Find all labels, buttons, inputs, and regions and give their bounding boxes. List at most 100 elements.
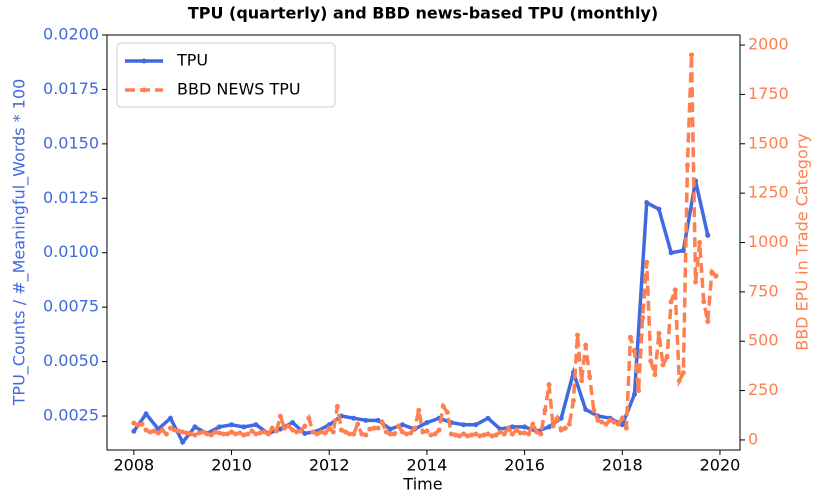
series-point: [302, 430, 308, 436]
series-point: [139, 421, 145, 427]
series-point: [534, 429, 540, 435]
series-point: [583, 407, 589, 413]
series-point: [216, 424, 222, 430]
series-point: [623, 425, 629, 431]
series-point: [587, 374, 593, 380]
x-tick-label: 2018: [602, 456, 643, 475]
x-tick-label: 2020: [700, 456, 741, 475]
series-point: [493, 432, 499, 438]
series-point: [570, 397, 576, 403]
series-point: [399, 429, 405, 435]
series-point: [306, 415, 312, 421]
series-point: [351, 415, 357, 421]
series-line: [132, 180, 710, 446]
series-point: [497, 429, 503, 435]
series-point: [489, 433, 495, 439]
series-point: [627, 334, 633, 340]
series-point: [481, 432, 487, 438]
series-point: [200, 429, 206, 435]
y-tick-label: 0.0200: [43, 25, 99, 44]
series-point: [298, 428, 304, 434]
y2-tick-label: 1750: [748, 84, 789, 103]
y2-axis-label: BBD EPU in Trade Category: [793, 133, 812, 351]
series-point: [237, 430, 243, 436]
series-point: [562, 425, 568, 431]
series-point: [456, 433, 462, 439]
series-point: [424, 428, 430, 434]
series-point: [595, 417, 601, 423]
series-point: [204, 431, 210, 437]
series-point: [656, 330, 662, 336]
series-point: [167, 415, 173, 421]
y-axis-label: TPU_Counts / #_Meaningful_Words * 100: [10, 79, 30, 407]
series-point: [188, 431, 194, 437]
y-tick-label: 0.0100: [43, 242, 99, 261]
series-point: [579, 378, 585, 384]
series-point: [546, 424, 552, 430]
series-point: [607, 417, 613, 423]
series-point: [558, 427, 564, 433]
series-point: [705, 318, 711, 324]
plot-frame: [106, 34, 741, 451]
series-point: [277, 413, 283, 419]
series-point: [660, 362, 666, 368]
series-point: [277, 426, 283, 432]
series-point: [326, 425, 332, 431]
series-point: [469, 432, 475, 438]
y2-tick-label: 250: [748, 380, 779, 399]
series-point: [330, 429, 336, 435]
series-point: [233, 431, 239, 437]
series-point: [375, 425, 381, 431]
series-point: [668, 250, 674, 256]
series-point: [176, 428, 182, 434]
series-point: [550, 423, 556, 429]
series-point: [485, 431, 491, 437]
series-point: [261, 429, 267, 435]
series-point: [680, 370, 686, 376]
y2-tick-label: 750: [748, 281, 779, 300]
legend-marker: [141, 58, 147, 64]
series-point: [461, 431, 467, 437]
series-point: [644, 259, 650, 265]
series-point: [253, 422, 259, 428]
series-point: [538, 431, 544, 437]
series-point: [347, 431, 353, 437]
series-point: [147, 429, 153, 435]
series-point: [566, 421, 572, 427]
series-point: [640, 315, 646, 321]
series-point: [257, 430, 263, 436]
series-point: [522, 430, 528, 436]
series-point: [404, 431, 410, 437]
series-point: [310, 429, 316, 435]
series-point: [436, 427, 442, 433]
series-point: [526, 431, 532, 437]
series-point: [351, 431, 357, 437]
series-point: [367, 426, 373, 432]
x-tick-label: 2010: [211, 456, 252, 475]
series-point: [558, 415, 564, 421]
series-point: [363, 417, 369, 423]
y2-tick-label: 500: [748, 331, 779, 350]
series-point: [693, 279, 699, 285]
series-point: [355, 421, 361, 427]
series-point: [192, 432, 198, 438]
y2-tick-label: 1500: [748, 133, 789, 152]
series-point: [591, 407, 597, 413]
series-point: [542, 407, 548, 413]
series-point: [448, 431, 454, 437]
series-point: [334, 403, 340, 409]
series-point: [424, 420, 430, 426]
series-point: [249, 428, 255, 434]
series-point: [294, 429, 300, 435]
series-point: [167, 425, 173, 431]
series-point: [212, 429, 218, 435]
series-point: [253, 431, 259, 437]
series-point: [603, 421, 609, 427]
series-point: [229, 422, 235, 428]
series-point: [701, 299, 707, 305]
series-point: [509, 424, 515, 430]
series-point: [180, 439, 186, 445]
series-point: [375, 417, 381, 423]
x-tick-label: 2008: [114, 456, 155, 475]
series-point: [180, 429, 186, 435]
